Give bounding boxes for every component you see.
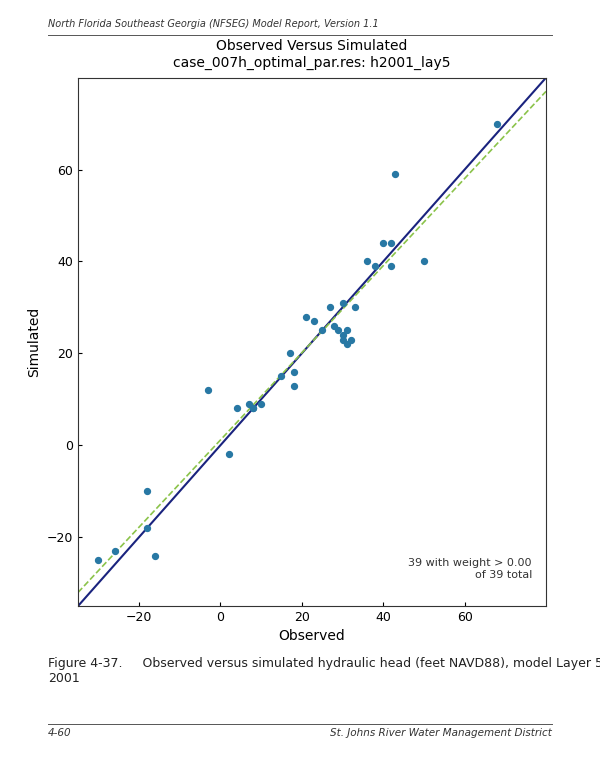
Point [391,168,400,180]
Point [338,329,347,341]
Point [309,315,319,327]
Point [338,297,347,309]
Point [110,545,119,557]
Point [248,402,258,415]
Point [370,260,380,272]
X-axis label: Observed: Observed [278,629,346,643]
Point [350,301,359,314]
Text: North Florida Southeast Georgia (NFSEG) Model Report, Version 1.1: North Florida Southeast Georgia (NFSEG) … [48,19,379,30]
Point [151,549,160,562]
Point [94,554,103,566]
Text: 4-60: 4-60 [48,728,71,738]
Point [342,338,352,350]
Point [256,398,266,410]
Text: St. Johns River Water Management District: St. Johns River Water Management Distric… [330,728,552,738]
Point [232,402,242,415]
Point [142,485,152,497]
Point [362,256,372,268]
Point [248,402,258,415]
Point [317,324,327,336]
Point [346,333,355,346]
Point [342,324,352,336]
Point [379,237,388,249]
Point [203,384,213,396]
Y-axis label: Simulated: Simulated [27,307,41,377]
Point [419,256,429,268]
Point [326,301,335,314]
Text: 39 with weight > 0.00
of 39 total: 39 with weight > 0.00 of 39 total [409,558,532,580]
Point [289,379,298,392]
Point [386,237,396,249]
Point [224,448,233,461]
Point [142,521,152,534]
Point [329,319,339,332]
Point [289,365,298,378]
Text: Figure 4-37.     Observed versus simulated hydraulic head (feet NAVD88), model L: Figure 4-37. Observed versus simulated h… [48,657,600,685]
Title: Observed Versus Simulated
case_007h_optimal_par.res: h2001_lay5: Observed Versus Simulated case_007h_opti… [173,40,451,70]
Point [285,347,295,360]
Point [338,333,347,346]
Point [493,117,502,130]
Point [301,310,311,322]
Point [386,260,396,272]
Point [277,370,286,382]
Point [244,398,254,410]
Point [334,324,343,336]
